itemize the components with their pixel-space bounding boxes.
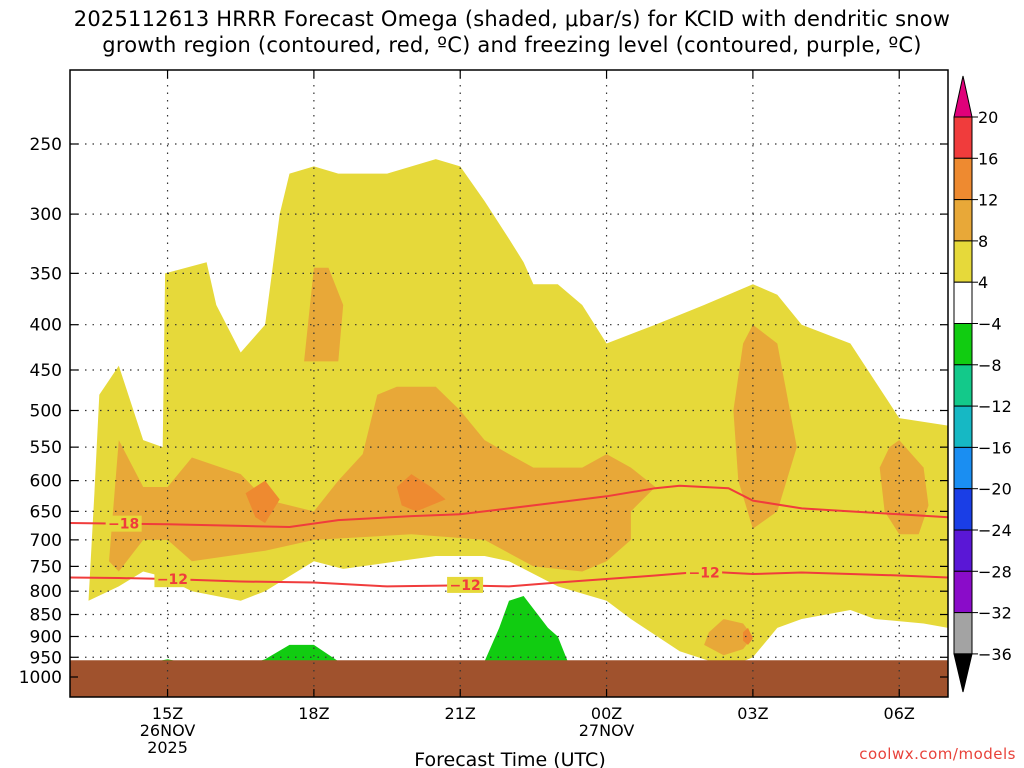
plot-frame — [69, 69, 949, 698]
y-tick-label-750: 750 — [30, 557, 62, 577]
colorbar: 20 16 12 8 4 −4 −8 −12 −16 −20 −24 −28 −32 −36 — [953, 75, 1012, 693]
colorbar-swatch-11 — [953, 570, 973, 614]
y-tick-label-900: 900 — [30, 627, 62, 647]
colorbar-swatch-0 — [953, 116, 973, 159]
colorbar-label-4: 4 — [978, 273, 988, 292]
colorbar-swatch-6 — [953, 364, 973, 407]
omega-region-0 — [88, 159, 948, 668]
y-tick-label-300: 300 — [30, 205, 62, 225]
ground-surface — [70, 660, 948, 697]
colorbar-label-2: 12 — [978, 191, 998, 210]
chart-title-line2: growth region (contoured, red, ºC) and f… — [102, 33, 922, 57]
colorbar-label-8: −16 — [978, 438, 1012, 457]
x-tick-label-18Z: 18Z — [298, 704, 329, 723]
x-tick-label-21Z: 21Z — [445, 704, 476, 723]
contour-label-extra-0: −12 — [449, 578, 480, 594]
omega-shading-layer — [88, 159, 948, 677]
colorbar-label-12: −32 — [978, 604, 1012, 623]
y-tick-label-250: 250 — [30, 135, 62, 155]
y-tick-label-500: 500 — [30, 402, 62, 422]
contour-line--12 — [69, 570, 949, 588]
colorbar-swatch-12 — [953, 612, 973, 655]
colorbar-label-3: 8 — [978, 232, 988, 251]
colorbar-label-1: 16 — [978, 149, 998, 168]
x-tick-label-15Z: 15Z — [152, 704, 183, 723]
contour-label-bg — [447, 576, 484, 593]
colorbar-swatch-4 — [953, 281, 973, 325]
temperature-contours: −18 −12 −12 −12 — [69, 484, 949, 594]
y-tick-label-650: 650 — [30, 502, 62, 522]
colorbar-swatch-2 — [953, 199, 973, 242]
colorbar-swatch-3 — [953, 240, 973, 283]
x-tick-label-00Z: 00Z — [591, 704, 622, 723]
credit-text: coolwx.com/models — [859, 745, 1016, 763]
y-axis-ticks: 2503003504004505005506006507007508008509… — [19, 135, 948, 688]
y-tick-label-350: 350 — [30, 264, 62, 284]
colorbar-label-10: −24 — [978, 521, 1012, 540]
omega-region-6 — [245, 480, 280, 523]
colorbar-swatch-1 — [953, 157, 973, 201]
colorbar-label-7: −12 — [978, 397, 1012, 416]
x-axis-label: Forecast Time (UTC) — [414, 749, 605, 768]
contour-label-bg — [686, 564, 723, 581]
y-tick-label-950: 950 — [30, 648, 62, 668]
colorbar-label-5: −4 — [978, 315, 1002, 334]
contour-line--18 — [69, 484, 949, 529]
omega-region-4 — [879, 440, 929, 535]
x-tick-date-00Z: 27NOV — [579, 721, 635, 740]
colorbar-label-11: −28 — [978, 562, 1012, 581]
omega-region-3 — [733, 324, 797, 529]
contour-label-bg — [154, 571, 191, 588]
x-tick-date-15Z: 26NOV — [140, 721, 196, 740]
y-tick-label-850: 850 — [30, 606, 62, 626]
omega-region-7 — [396, 474, 446, 512]
omega-region-8 — [743, 627, 753, 645]
contour-label-bg — [105, 515, 142, 532]
y-tick-label-600: 600 — [30, 472, 62, 492]
colorbar-label-13: −36 — [978, 645, 1012, 664]
x-tick-year-15Z: 2025 — [147, 738, 188, 757]
colorbar-label-9: −20 — [978, 480, 1012, 499]
colorbar-bottom-arrow — [953, 653, 973, 693]
y-tick-label-700: 700 — [30, 531, 62, 551]
contour-label--18: −18 — [108, 517, 139, 533]
colorbar-label-6: −8 — [978, 356, 1002, 375]
chart-title-line1: 2025112613 HRRR Forecast Omega (shaded, … — [73, 7, 951, 31]
colorbar-swatch-7 — [953, 405, 973, 448]
omega-region-5 — [704, 619, 753, 656]
x-tick-label-03Z: 03Z — [737, 704, 768, 723]
y-tick-label-800: 800 — [30, 582, 62, 602]
colorbar-top-arrow — [953, 75, 973, 118]
y-tick-label-550: 550 — [30, 438, 62, 458]
y-tick-label-450: 450 — [30, 361, 62, 381]
x-tick-label-06Z: 06Z — [884, 704, 915, 723]
colorbar-swatch-5 — [953, 323, 973, 366]
contour-label-extra-1: −12 — [689, 565, 720, 581]
contour-label--12: −12 — [157, 572, 188, 588]
y-tick-label-1000: 1000 — [19, 668, 62, 688]
colorbar-label-0: 20 — [978, 108, 998, 127]
colorbar-swatch-8 — [953, 446, 973, 490]
colorbar-swatch-9 — [953, 488, 973, 531]
colorbar-swatch-10 — [953, 529, 973, 572]
y-tick-label-400: 400 — [30, 316, 62, 336]
omega-region-2 — [304, 267, 344, 362]
